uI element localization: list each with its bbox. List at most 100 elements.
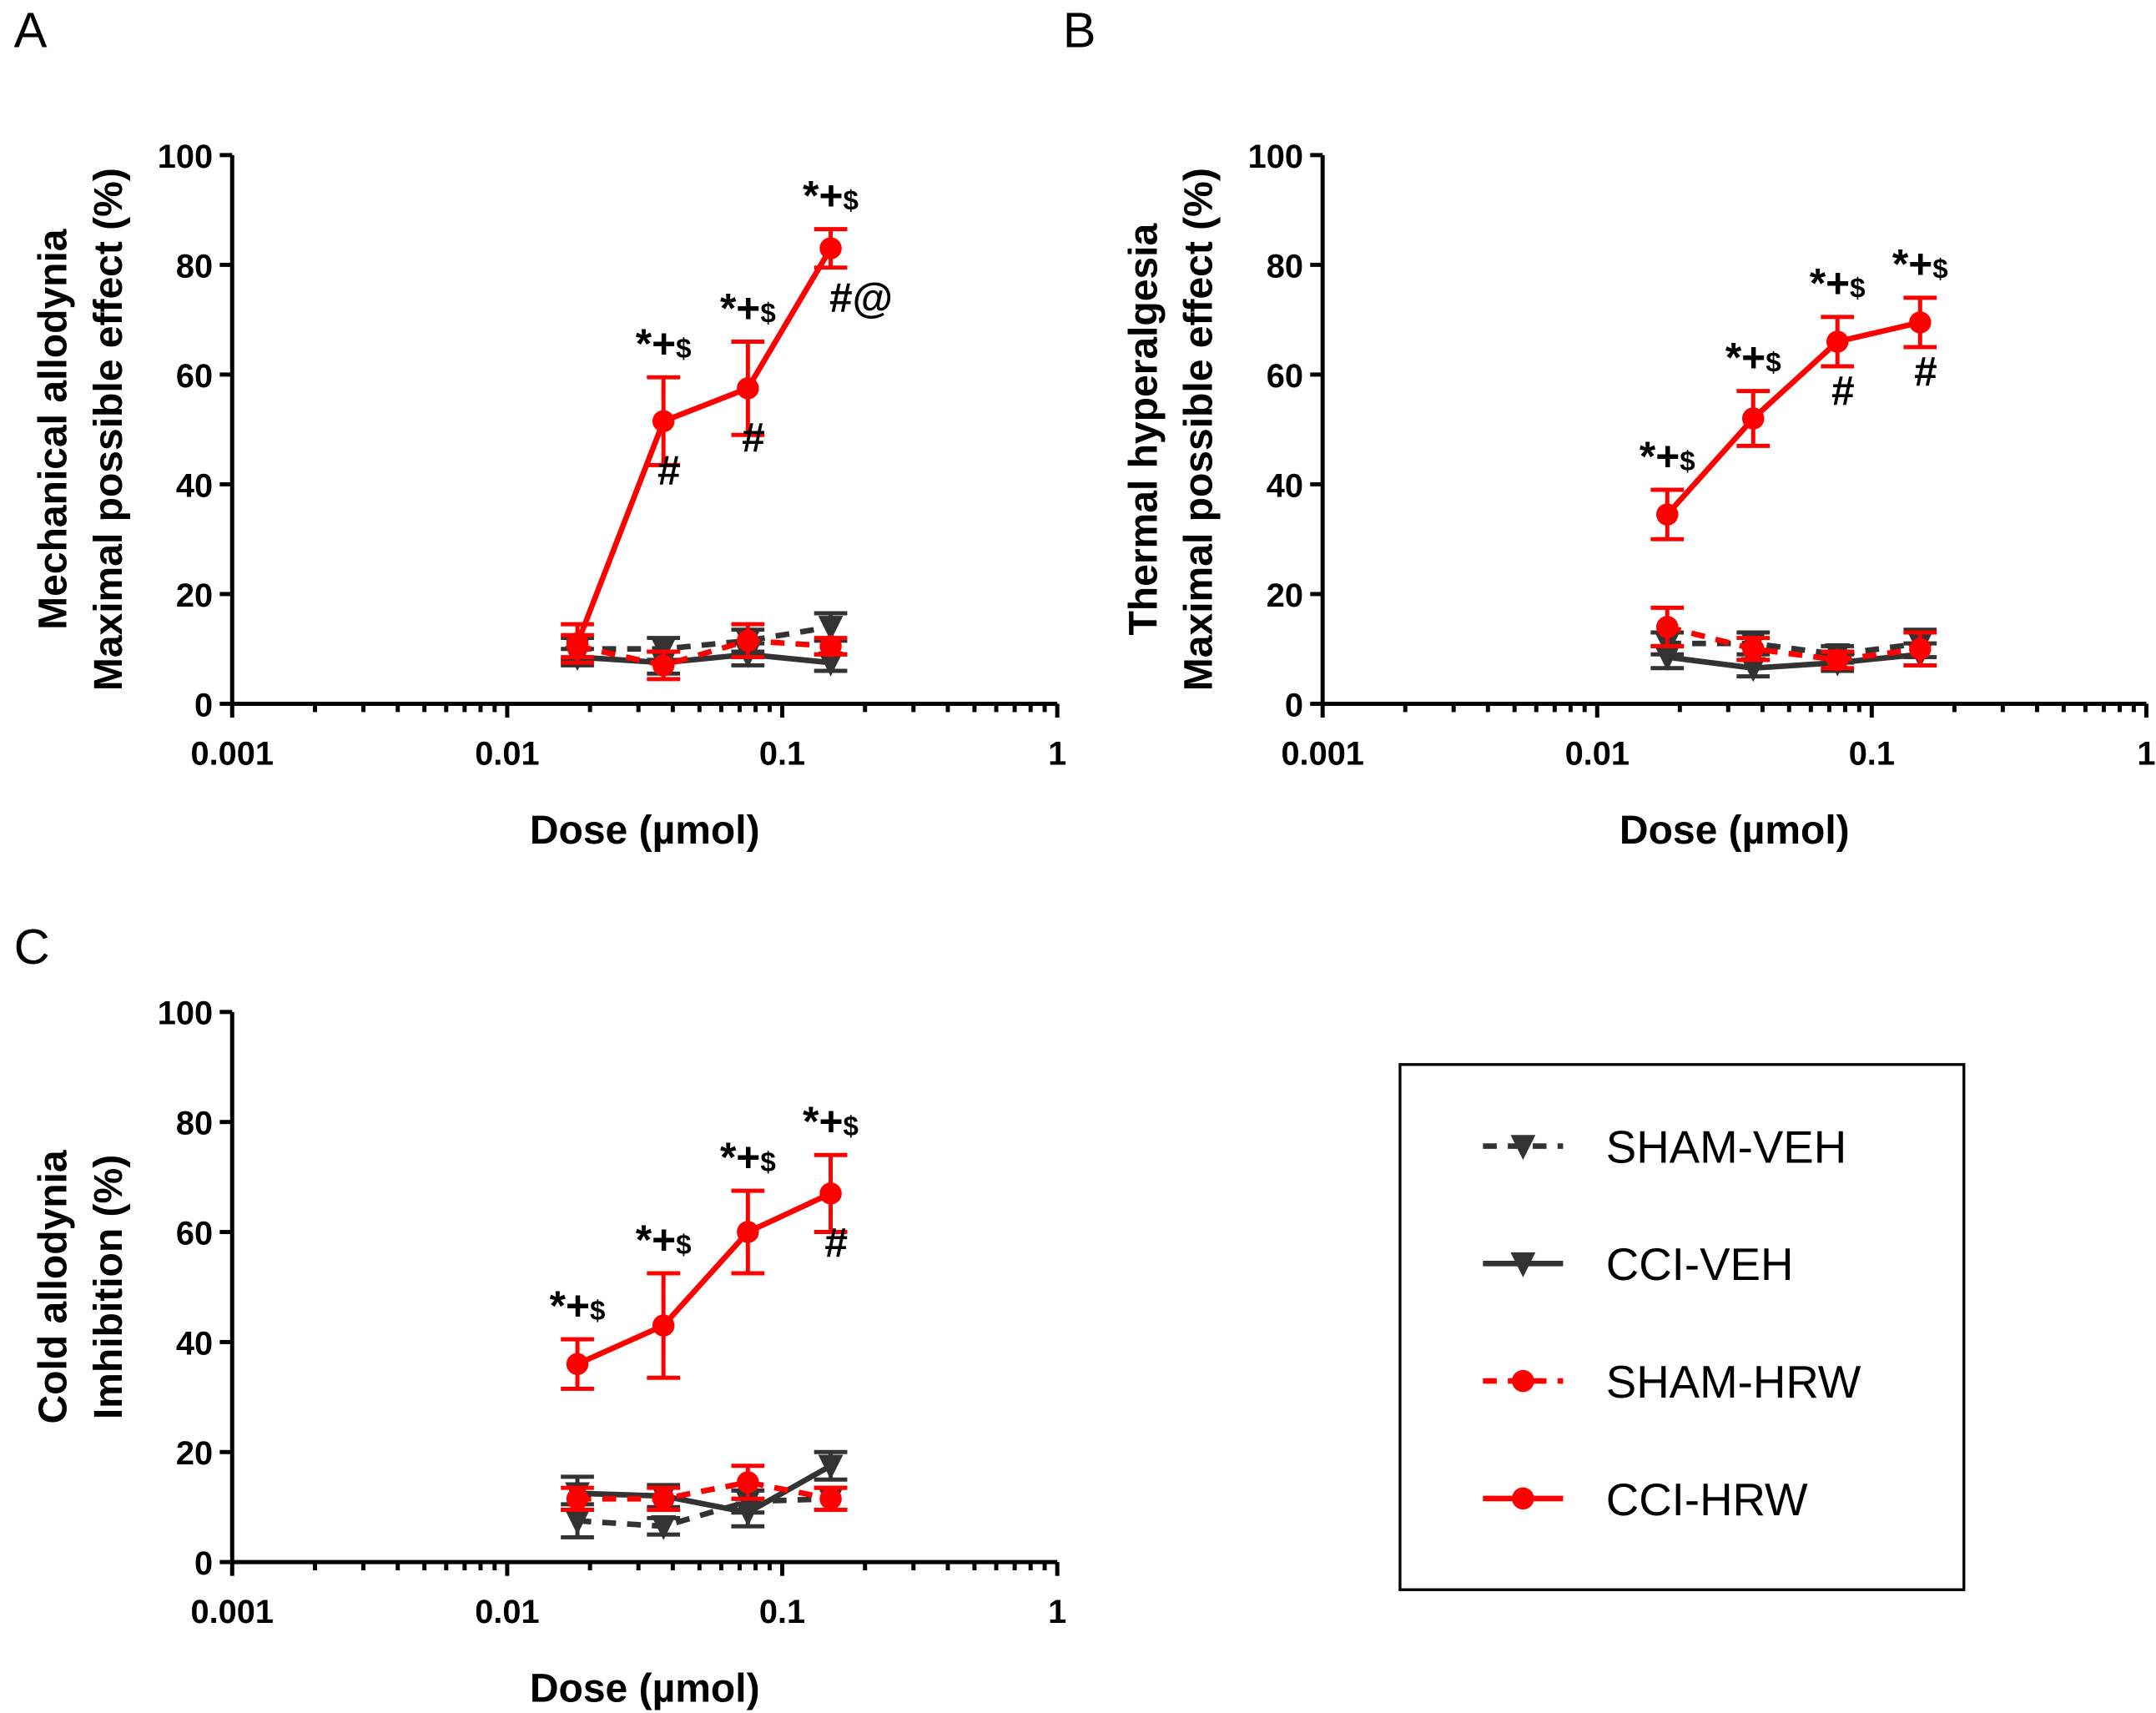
data-point bbox=[1740, 657, 1766, 683]
legend: SHAM-VEH CCI-VEH SHAM-HRW CCI-HRW bbox=[1398, 1063, 1966, 1591]
data-point bbox=[1741, 407, 1765, 430]
x-tick-label: 0.01 bbox=[475, 1594, 539, 1630]
x-tick-label: 0.1 bbox=[759, 1594, 805, 1630]
y-tick-label: 40 bbox=[1267, 467, 1303, 504]
series-cci-hrw bbox=[561, 227, 848, 665]
data-point bbox=[1656, 503, 1679, 526]
significance-annotation: # bbox=[824, 1220, 848, 1267]
x-tick-label: 0.001 bbox=[191, 1594, 274, 1630]
x-axis-label: Dose (µmol) bbox=[1620, 809, 1850, 853]
series-line bbox=[1665, 320, 1922, 516]
legend-label: CCI-HRW bbox=[1606, 1474, 1808, 1525]
legend-marker bbox=[1510, 1135, 1536, 1161]
x-tick-label: 0.01 bbox=[475, 735, 539, 772]
data-point bbox=[819, 237, 842, 259]
significance-annotation: *+$ bbox=[803, 172, 859, 219]
y-tick-label: 0 bbox=[194, 687, 213, 723]
legend-marker bbox=[1510, 1252, 1536, 1277]
y-tick-label: 20 bbox=[176, 1435, 213, 1472]
significance-annotation: *+$ bbox=[720, 1134, 776, 1181]
significance-annotation: *+$ bbox=[1810, 260, 1866, 307]
y-tick-label: 0 bbox=[194, 1545, 213, 1582]
y-tick-label: 100 bbox=[158, 995, 213, 1032]
y-tick-label: 40 bbox=[176, 1325, 213, 1362]
y-tick-label: 100 bbox=[1248, 139, 1303, 175]
significance-annotation: *+$ bbox=[636, 320, 692, 367]
x-axis-label: Dose (µmol) bbox=[530, 1666, 760, 1710]
data-point bbox=[652, 1314, 675, 1337]
y-tick-label: 80 bbox=[1267, 248, 1303, 285]
data-point bbox=[818, 651, 844, 677]
data-point bbox=[737, 377, 759, 400]
data-point bbox=[1909, 311, 1932, 334]
y-axis-label: Cold allodynia bbox=[32, 1149, 76, 1423]
series-line bbox=[577, 624, 832, 652]
legend-label: CCI-VEH bbox=[1606, 1239, 1794, 1290]
data-point bbox=[651, 1514, 677, 1540]
series-sham-hrw bbox=[561, 1464, 848, 1512]
x-axis-label: Dose (µmol) bbox=[530, 809, 760, 853]
series-line bbox=[574, 246, 834, 645]
series-line bbox=[577, 651, 831, 666]
data-point bbox=[818, 616, 844, 641]
series-line bbox=[577, 1479, 832, 1502]
legend-item: SHAM-VEH bbox=[1483, 1121, 1846, 1172]
x-tick-label: 1 bbox=[1048, 735, 1066, 772]
data-point bbox=[1741, 637, 1765, 660]
significance-annotation: *+$ bbox=[1640, 433, 1695, 480]
panel-B: B 0 20 40 60 80 100 0.001 0.01 0.1 1 Dose (µmol) The… bbox=[1063, 3, 2156, 853]
y-tick-label: 60 bbox=[176, 1215, 213, 1252]
data-point bbox=[566, 1488, 589, 1510]
data-point bbox=[737, 629, 759, 652]
significance-annotation: *+$ bbox=[720, 285, 776, 331]
y-axis-label: Maximal possible effect (%) bbox=[1177, 168, 1222, 691]
series-line bbox=[1667, 640, 1921, 657]
y-axis-label: Mechanical allodynia bbox=[32, 228, 76, 630]
y-tick-label: 100 bbox=[158, 139, 213, 175]
y-tick-label: 60 bbox=[176, 358, 213, 395]
data-point bbox=[566, 1353, 589, 1376]
x-tick-label: 1 bbox=[1048, 1594, 1066, 1630]
data-point bbox=[818, 1454, 844, 1480]
data-point bbox=[566, 632, 589, 655]
y-axis-label: Maximal possible effect (%) bbox=[87, 168, 131, 691]
significance-annotation: *+$ bbox=[550, 1282, 606, 1329]
series-line bbox=[577, 637, 831, 668]
y-tick-label: 20 bbox=[176, 577, 213, 614]
data-point bbox=[735, 1501, 761, 1527]
significance-annotation: # bbox=[1914, 349, 1937, 396]
data-point bbox=[819, 1488, 842, 1510]
legend-marker bbox=[1512, 1487, 1534, 1510]
legend-label: SHAM-HRW bbox=[1606, 1357, 1861, 1408]
x-tick-label: 1 bbox=[2137, 735, 2155, 772]
data-point bbox=[652, 654, 675, 677]
series-line bbox=[576, 1191, 832, 1367]
x-tick-label: 0.001 bbox=[1281, 735, 1363, 772]
panel-A: A 0 20 40 60 80 100 0.001 0.01 0.1 1 Dose (µmol) Mec… bbox=[14, 3, 1067, 853]
data-point bbox=[565, 1509, 590, 1535]
legend-marker bbox=[1512, 1369, 1534, 1393]
series-line bbox=[1666, 624, 1921, 663]
y-tick-label: 40 bbox=[176, 467, 213, 504]
significance-annotation: #@ bbox=[829, 275, 893, 321]
panel-label: B bbox=[1063, 3, 1096, 58]
legend-box bbox=[1398, 1063, 1966, 1591]
y-tick-label: 20 bbox=[1267, 577, 1303, 614]
y-tick-label: 80 bbox=[176, 1106, 213, 1142]
legend-label: SHAM-VEH bbox=[1606, 1121, 1846, 1172]
x-tick-label: 0.01 bbox=[1565, 735, 1630, 772]
x-tick-label: 0.1 bbox=[1849, 735, 1895, 772]
significance-annotation: # bbox=[657, 447, 681, 494]
data-point bbox=[737, 1471, 759, 1494]
data-point bbox=[1826, 648, 1849, 672]
y-axis-label: Thermal hyperalgesia bbox=[1121, 223, 1166, 636]
series-line bbox=[577, 1463, 833, 1516]
y-tick-label: 0 bbox=[1285, 687, 1303, 723]
series-cci-hrw bbox=[561, 1152, 848, 1391]
y-tick-label: 60 bbox=[1267, 358, 1303, 395]
legend-item: SHAM-HRW bbox=[1483, 1357, 1861, 1408]
significance-annotation: *+$ bbox=[1892, 241, 1948, 288]
panel-C: C 0 20 40 60 80 100 0.001 0.01 0.1 1 Dose (µmol) Col… bbox=[14, 919, 1067, 1711]
data-point bbox=[1656, 616, 1679, 638]
